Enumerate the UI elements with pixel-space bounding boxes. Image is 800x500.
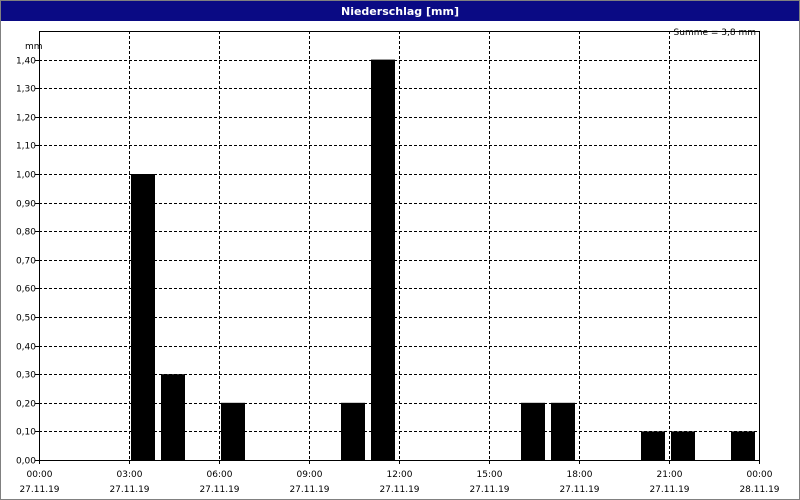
grid-layer <box>39 31 759 460</box>
y-tick-label: 1,30 <box>16 85 36 95</box>
precipitation-bar <box>161 374 185 460</box>
x-tick-time-label: 12:00 <box>387 470 413 480</box>
x-tick-time-label: 00:00 <box>27 470 53 480</box>
x-tick-time-label: 18:00 <box>567 470 593 480</box>
y-tick-label: 1,00 <box>16 171 36 181</box>
precipitation-bar <box>371 59 395 460</box>
x-tick-date-label: 27.11.19 <box>559 485 599 495</box>
precipitation-bar <box>641 431 665 460</box>
x-tick-time-label: 03:00 <box>117 470 143 480</box>
y-tick-label: 0,30 <box>16 371 36 381</box>
y-tick-label: 0,90 <box>16 200 36 210</box>
x-tick-date-label: 27.11.19 <box>379 485 419 495</box>
y-tick-label: 0,40 <box>16 343 36 353</box>
plot-frame <box>39 31 760 461</box>
window-title: Niederschlag [mm] <box>1 1 799 21</box>
x-tick-time-label: 09:00 <box>297 470 323 480</box>
y-tick-label: 1,10 <box>16 142 36 152</box>
precipitation-bar <box>131 174 155 460</box>
label-layer: 0,00 0,10 0,20 0,30 0,40 0,50 0,60 0,70 0,80 0,90… <box>16 57 780 496</box>
x-tick-time-label: 21:00 <box>657 470 683 480</box>
y-tick-label: 0,20 <box>16 400 36 410</box>
x-tick-date-label: 28.11.19 <box>739 485 779 495</box>
y-tick-label: 0,70 <box>16 257 36 267</box>
x-tick-date-label: 27.11.19 <box>199 485 239 495</box>
precipitation-bar <box>341 402 365 460</box>
y-tick-label: 0,00 <box>16 457 36 467</box>
y-tick-label: 0,80 <box>16 228 36 238</box>
y-tick-label: 1,20 <box>16 114 36 124</box>
y-tick-label: 0,10 <box>16 428 36 438</box>
x-tick-date-label: 27.11.19 <box>289 485 329 495</box>
precipitation-bar <box>731 431 755 460</box>
precipitation-bar <box>551 402 575 460</box>
x-tick-date-label: 27.11.19 <box>649 485 689 495</box>
y-tick-label: 0,50 <box>16 314 36 324</box>
y-tick-label: 0,60 <box>16 285 36 295</box>
x-tick-time-label: 06:00 <box>207 470 233 480</box>
y-tick-label: 1,40 <box>16 57 36 67</box>
bar-layer <box>131 59 755 460</box>
x-tick-time-label: 00:00 <box>747 470 773 480</box>
x-tick-date-label: 27.11.19 <box>109 485 149 495</box>
x-tick-date-label: 27.11.19 <box>469 485 509 495</box>
y-axis-unit: mm <box>25 42 43 52</box>
x-tick-time-label: 15:00 <box>477 470 503 480</box>
precipitation-bar <box>521 402 545 460</box>
x-tick-date-label: 27.11.19 <box>19 485 59 495</box>
sum-annotation: Summe = 3,8 mm <box>674 28 756 38</box>
precipitation-bar <box>671 431 695 460</box>
precipitation-chart: Summe = 3,8 mm mm 0,000,100,200,300,400,… <box>16 28 780 496</box>
precipitation-bar <box>221 402 245 460</box>
axis-layer <box>35 31 760 464</box>
